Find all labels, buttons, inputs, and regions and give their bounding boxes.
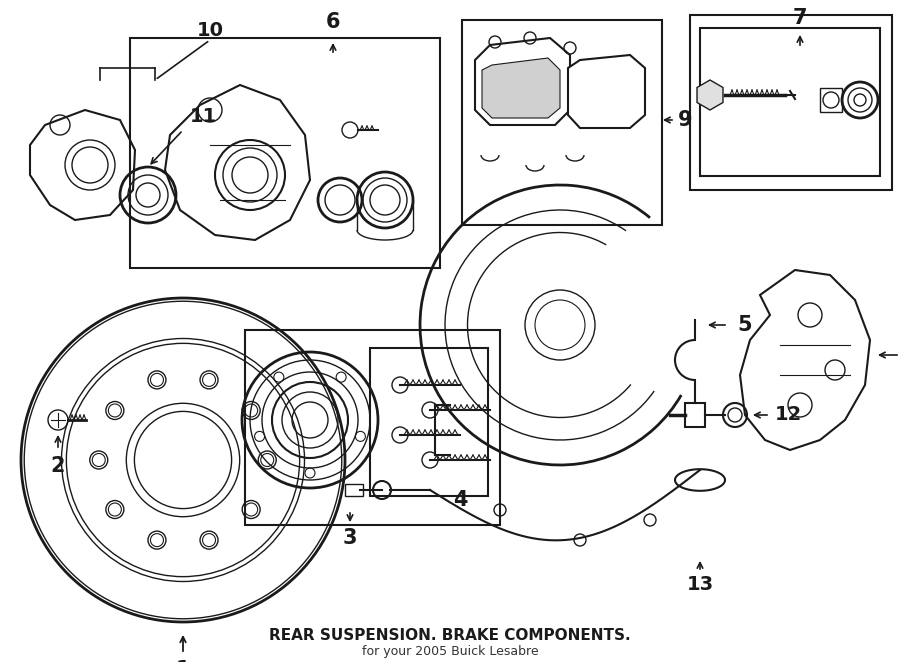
Text: 13: 13: [687, 575, 714, 594]
Bar: [690, 15, 892, 190]
Text: REAR SUSPENSION. BRAKE COMPONENTS.: REAR SUSPENSION. BRAKE COMPONENTS.: [269, 628, 631, 643]
Polygon shape: [165, 85, 310, 240]
Text: 12: 12: [774, 406, 802, 424]
Text: 11: 11: [189, 107, 217, 126]
Text: 7: 7: [793, 8, 807, 28]
Text: 4: 4: [453, 490, 467, 510]
Text: 1: 1: [176, 660, 190, 662]
Bar: [245, 330, 500, 525]
Polygon shape: [740, 270, 870, 450]
Bar: [700, 28, 880, 176]
Polygon shape: [697, 80, 723, 110]
Polygon shape: [482, 58, 560, 118]
Text: 10: 10: [196, 21, 223, 40]
Bar: [820, 88, 842, 112]
Text: 3: 3: [343, 528, 357, 548]
Bar: [370, 348, 488, 496]
Text: 2: 2: [50, 456, 65, 476]
Text: for your 2005 Buick Lesabre: for your 2005 Buick Lesabre: [362, 645, 538, 659]
Text: 5: 5: [738, 315, 752, 335]
Text: 6: 6: [326, 12, 340, 32]
Text: 9: 9: [678, 110, 692, 130]
Bar: [685, 403, 705, 427]
Bar: [462, 20, 662, 225]
Bar: [345, 484, 363, 496]
Polygon shape: [475, 38, 570, 125]
Polygon shape: [568, 55, 645, 128]
Polygon shape: [30, 110, 135, 220]
Bar: [130, 38, 440, 268]
